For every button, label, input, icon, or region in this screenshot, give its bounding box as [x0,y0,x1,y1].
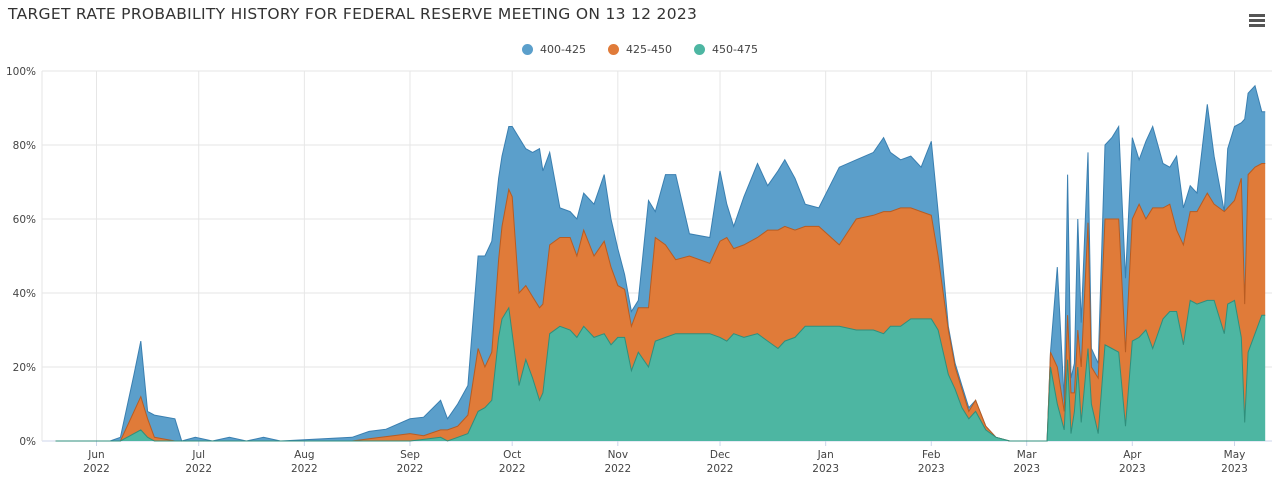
y-tick-label: 20% [13,362,36,374]
x-tick-label: 2022 [604,463,631,475]
line-series-450-475 [55,299,1266,442]
legend-dot-icon [608,44,620,55]
x-tick-label: 2023 [918,463,945,475]
x-tick-label: 2022 [499,463,526,475]
area-series-425-450 [55,163,1266,441]
x-tick-label: Feb [922,449,941,461]
y-tick-label: 60% [13,214,36,226]
legend-item-450-475[interactable]: 450-475 [693,43,758,56]
x-tick-label: May [1224,449,1246,461]
y-tick-label: 100% [6,66,36,78]
x-tick-label: 2022 [397,463,424,475]
x-tick-label: 2023 [1013,463,1040,475]
hamburger-menu-icon[interactable] [1246,12,1268,32]
y-tick-label: 0% [19,436,36,448]
x-tick-label: 2022 [83,463,110,475]
x-tick-label: Dec [710,449,731,461]
legend-dot-icon [693,44,705,55]
chart-title: TARGET RATE PROBABILITY HISTORY FOR FEDE… [8,5,698,23]
legend-label: 425-450 [626,43,672,56]
y-tick-label: 40% [13,288,36,300]
line-series-425-450 [55,163,1266,442]
legend-item-425-450[interactable]: 425-450 [608,43,672,56]
x-tick-label: Nov [608,449,629,461]
x-tick-label: Jul [191,449,205,461]
x-tick-label: 2022 [707,463,734,475]
legend-dot-icon [522,44,534,55]
x-tick-label: Aug [294,449,315,461]
legend-label: 450-475 [711,43,758,56]
x-tick-label: 2023 [1119,463,1146,475]
x-tick-label: Apr [1123,449,1142,461]
x-tick-label: Jan [817,449,834,461]
legend-label: 400-425 [540,43,587,56]
x-tick-label: 2023 [1221,463,1248,475]
legend-item-400-425[interactable]: 400-425 [522,43,586,56]
x-tick-label: Sep [400,449,420,461]
line-series-400-425 [55,84,1266,442]
x-tick-label: Oct [503,449,521,461]
x-tick-label: Jun [87,449,104,461]
x-tick-label: 2022 [291,463,318,475]
chart-legend: 400-425 425-450 450-475 [0,43,1280,58]
x-tick-label: 2022 [185,463,212,475]
area-series-450-475 [55,300,1266,441]
x-tick-label: Mar [1017,449,1037,461]
y-tick-label: 80% [13,140,36,152]
x-tick-label: 2023 [812,463,839,475]
